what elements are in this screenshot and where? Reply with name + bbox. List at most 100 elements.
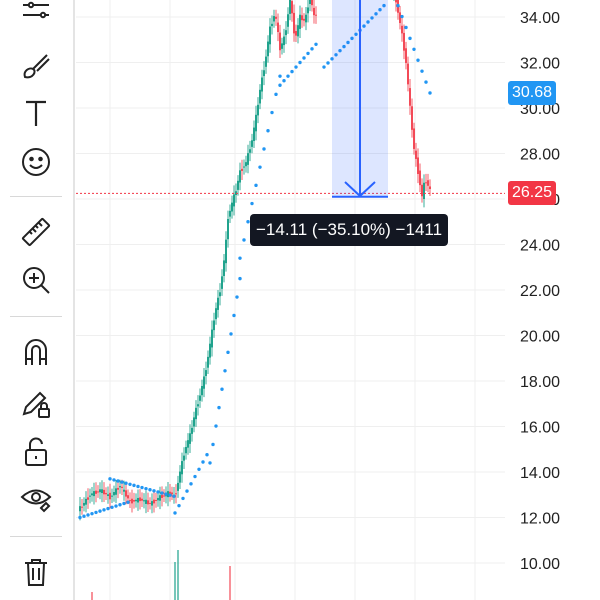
candle-body — [403, 32, 405, 51]
y-axis-tick-label: 20.00 — [520, 329, 560, 346]
indicator-dot — [98, 509, 102, 513]
indicator-dot — [229, 332, 233, 336]
candle-body — [83, 502, 85, 506]
indicator-dot — [148, 488, 152, 492]
indicator-dot — [185, 489, 189, 493]
indicator-dot — [362, 24, 366, 28]
toolbar-separator — [10, 536, 62, 537]
indicator-dot — [274, 92, 278, 97]
delete-drawings-button[interactable] — [12, 548, 60, 596]
candle-body — [265, 56, 267, 67]
candle-body — [169, 491, 171, 494]
indicator-dot — [235, 295, 239, 299]
indicator-dot — [338, 48, 342, 53]
candle-body — [305, 14, 307, 23]
candle-body — [219, 292, 221, 297]
indicator-dot — [302, 56, 306, 60]
measure-result-label: −14.11 (−35.10%) −1411 — [250, 214, 449, 246]
indicator-dot — [211, 442, 215, 447]
indicator-dot — [314, 42, 318, 46]
candle-body — [217, 297, 219, 310]
candle-body — [91, 493, 93, 496]
candle-body — [279, 32, 281, 51]
indicator-dot — [112, 478, 116, 482]
candle-body — [89, 495, 91, 497]
candle-body — [203, 376, 205, 389]
candle-body — [147, 500, 149, 505]
candle-body — [131, 498, 133, 504]
indicator-dot — [94, 510, 98, 515]
candle-body — [287, 14, 289, 27]
indicator-dot — [420, 69, 424, 73]
indicator-dot — [232, 313, 236, 318]
candle-body — [231, 202, 233, 212]
indicator-dot — [201, 460, 205, 464]
candle-body — [213, 320, 215, 331]
indicator-dot — [168, 493, 172, 497]
candle-body — [143, 500, 145, 502]
indicator-dot — [181, 496, 185, 501]
pattern-tool-button[interactable] — [12, 0, 60, 40]
candle-body — [223, 260, 225, 277]
zoom-in-icon — [23, 267, 50, 294]
indicator-dot — [350, 36, 354, 41]
text-tool-button[interactable] — [12, 89, 60, 137]
candle-body — [211, 329, 213, 348]
toolbar-border — [73, 0, 75, 600]
indicator-dot — [220, 387, 224, 391]
candle-body — [205, 370, 207, 376]
lock-drawings-button[interactable] — [12, 380, 60, 428]
candle-body — [121, 486, 123, 488]
emoji-tool-button[interactable] — [12, 138, 60, 186]
indicator-dot — [346, 40, 350, 45]
candle-body — [269, 26, 271, 45]
last-price-tag: 26.25 — [508, 181, 557, 206]
brush-tool-button[interactable] — [12, 42, 60, 90]
candle-body — [201, 386, 203, 396]
indicator-dot — [214, 424, 218, 428]
candle-body — [105, 492, 107, 495]
indicator-dot — [298, 60, 302, 65]
y-axis-tick-label: 18.00 — [520, 374, 560, 391]
y-axis-tick-label: 10.00 — [520, 556, 560, 573]
indicator-dot — [118, 503, 122, 507]
candle-body — [261, 77, 263, 92]
toolbar-separator — [10, 316, 62, 317]
emoji-icon — [22, 148, 50, 176]
candle-body — [277, 22, 279, 33]
hide-drawings-button[interactable] — [12, 474, 60, 522]
indicator-dot — [102, 508, 106, 512]
zoom-tool-button[interactable] — [12, 256, 60, 304]
candle-body — [253, 127, 255, 141]
candle-body — [171, 492, 173, 495]
measure-tool-button[interactable] — [12, 208, 60, 256]
candle-body — [85, 498, 87, 505]
candle-body — [413, 128, 415, 149]
series-price-tag: 30.68 — [508, 80, 557, 105]
candle-body — [95, 490, 97, 494]
indicator-dot — [226, 350, 230, 355]
eye-icon — [20, 489, 52, 513]
volume-bar — [91, 592, 93, 600]
magnet-icon — [25, 339, 47, 365]
text-tool-icon — [26, 100, 46, 126]
indicator-dot — [424, 80, 428, 84]
candle-body — [407, 63, 409, 85]
indicator-dot — [108, 477, 112, 481]
candle-body — [259, 89, 261, 104]
candle-body — [229, 210, 231, 217]
indicator-dot — [82, 514, 86, 518]
indicator-dot — [124, 481, 128, 485]
unlock-button[interactable] — [12, 428, 60, 476]
candle-body — [97, 491, 99, 493]
candle-body — [127, 495, 129, 499]
candle-body — [187, 440, 189, 448]
magnet-tool-button[interactable] — [12, 328, 60, 376]
indicator-dot — [78, 515, 82, 520]
candle-body — [245, 162, 247, 167]
candle-body — [177, 482, 179, 491]
indicator-dot — [120, 480, 124, 484]
indicator-dot — [128, 482, 132, 486]
